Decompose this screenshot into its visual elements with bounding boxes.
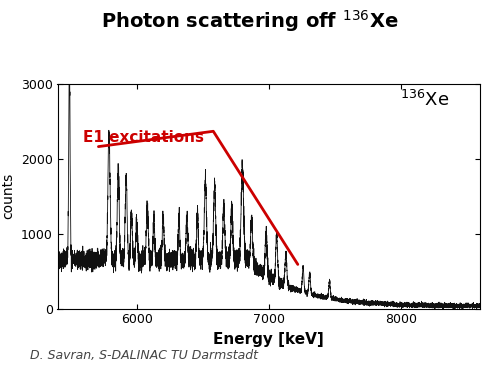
Y-axis label: counts: counts bbox=[1, 173, 15, 220]
Text: D. Savran, S-DALINAC TU Darmstadt: D. Savran, S-DALINAC TU Darmstadt bbox=[30, 349, 258, 362]
X-axis label: Energy [keV]: Energy [keV] bbox=[214, 332, 324, 347]
Text: E1 excitations: E1 excitations bbox=[82, 130, 204, 145]
Text: $^{136}$Xe: $^{136}$Xe bbox=[400, 90, 450, 110]
Text: Photon scattering off $^{136}$Xe: Photon scattering off $^{136}$Xe bbox=[102, 9, 399, 34]
